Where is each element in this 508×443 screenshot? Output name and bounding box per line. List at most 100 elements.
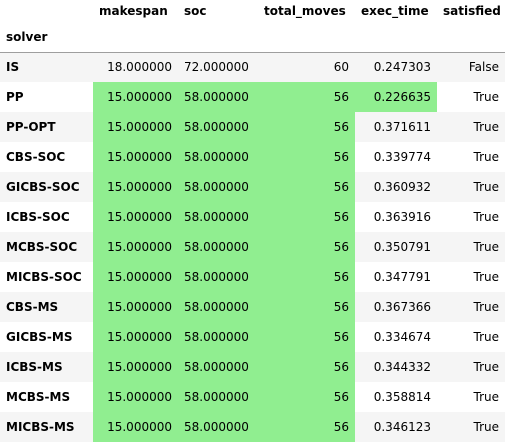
cell-makespan: 15.000000 — [93, 172, 178, 202]
cell-makespan: 15.000000 — [93, 112, 178, 142]
column-header-satisfied: satisfied — [443, 4, 501, 18]
cell-soc: 58.000000 — [178, 112, 258, 142]
cell-exec-time: 0.358814 — [373, 390, 431, 404]
cell-exec-time: 0.334674 — [373, 330, 431, 344]
index-name-header: solver — [0, 22, 93, 53]
row-index-solver: CBS-SOC — [6, 150, 66, 164]
row-index-solver: MICBS-SOC — [6, 270, 82, 284]
cell-satisfied: True — [473, 270, 500, 284]
cell-makespan: 15.000000 — [93, 82, 178, 112]
cell-makespan: 15.000000 — [93, 262, 178, 292]
cell-total-moves: 56 — [258, 232, 355, 262]
cell-exec-time: 0.347791 — [373, 270, 431, 284]
row-index-solver: GICBS-MS — [6, 330, 73, 344]
column-header-soc: soc — [184, 4, 207, 18]
cell-total-moves: 56 — [258, 322, 355, 352]
row-index-solver: CBS-MS — [6, 300, 59, 314]
column-header-exec-time: exec_time — [361, 4, 429, 18]
cell-total-moves: 56 — [258, 112, 355, 142]
cell-satisfied: True — [473, 120, 500, 134]
cell-soc: 58.000000 — [178, 172, 258, 202]
cell-soc: 72.000000 — [184, 60, 249, 75]
cell-total-moves: 56 — [258, 172, 355, 202]
table-row: MCBS-MS 15.000000 58.000000 56 0.358814 True — [0, 382, 505, 412]
cell-soc: 58.000000 — [178, 412, 258, 442]
table-row: CBS-SOC 15.000000 58.000000 56 0.339774 True — [0, 142, 505, 172]
row-index-solver: IS — [6, 60, 20, 75]
cell-makespan: 15.000000 — [93, 232, 178, 262]
cell-soc: 58.000000 — [178, 262, 258, 292]
cell-exec-time: 0.350791 — [373, 240, 431, 254]
cell-soc: 58.000000 — [178, 142, 258, 172]
table-row: MCBS-SOC 15.000000 58.000000 56 0.350791 True — [0, 232, 505, 262]
table-row: IS 18.000000 72.000000 60 0.247303 False — [0, 52, 505, 82]
cell-satisfied: True — [473, 240, 500, 254]
table-row: GICBS-SOC 15.000000 58.000000 56 0.360932 Tru… — [0, 172, 505, 202]
cell-makespan: 15.000000 — [93, 412, 178, 442]
cell-exec-time: 0.226635 — [355, 82, 437, 112]
table-row: CBS-MS 15.000000 58.000000 56 0.367366 True — [0, 292, 505, 322]
cell-makespan: 15.000000 — [93, 352, 178, 382]
cell-total-moves: 56 — [258, 142, 355, 172]
cell-exec-time: 0.346123 — [373, 420, 431, 434]
cell-makespan: 15.000000 — [93, 382, 178, 412]
cell-satisfied: True — [473, 420, 500, 434]
row-index-solver: MCBS-MS — [6, 390, 71, 404]
cell-exec-time: 0.371611 — [373, 120, 431, 134]
row-index-solver: MCBS-SOC — [6, 240, 78, 254]
row-index-solver: ICBS-MS — [6, 360, 63, 374]
cell-soc: 58.000000 — [178, 292, 258, 322]
cell-exec-time: 0.339774 — [373, 150, 431, 164]
cell-makespan: 15.000000 — [93, 142, 178, 172]
cell-soc: 58.000000 — [178, 82, 258, 112]
cell-satisfied: True — [473, 300, 500, 314]
cell-soc: 58.000000 — [178, 352, 258, 382]
cell-satisfied: True — [473, 150, 500, 164]
table-row: ICBS-SOC 15.000000 58.000000 56 0.363916 True — [0, 202, 505, 232]
cell-exec-time: 0.360932 — [373, 180, 431, 194]
table-row: PP-OPT 15.000000 58.000000 56 0.371611 True — [0, 112, 505, 142]
cell-makespan: 15.000000 — [93, 202, 178, 232]
cell-soc: 58.000000 — [178, 202, 258, 232]
cell-makespan: 18.000000 — [107, 60, 172, 75]
row-index-solver: PP — [6, 90, 24, 104]
cell-soc: 58.000000 — [178, 382, 258, 412]
table-row: ICBS-MS 15.000000 58.000000 56 0.344332 True — [0, 352, 505, 382]
column-header-makespan: makespan — [99, 4, 168, 18]
cell-makespan: 15.000000 — [93, 292, 178, 322]
cell-soc: 58.000000 — [178, 232, 258, 262]
cell-total-moves: 56 — [258, 262, 355, 292]
cell-total-moves: 56 — [258, 292, 355, 322]
row-index-solver: ICBS-SOC — [6, 210, 70, 224]
column-header-total-moves: total_moves — [264, 4, 346, 18]
row-index-solver: MICBS-MS — [6, 420, 75, 434]
cell-total-moves: 56 — [258, 382, 355, 412]
cell-satisfied: True — [473, 210, 500, 224]
cell-total-moves: 56 — [258, 82, 355, 112]
cell-exec-time: 0.367366 — [373, 300, 431, 314]
table-header: makespan soc total_moves exec_time satis… — [0, 0, 505, 53]
cell-exec-time: 0.363916 — [373, 210, 431, 224]
column-header-row: makespan soc total_moves exec_time satis… — [0, 0, 505, 22]
cell-satisfied: True — [473, 330, 500, 344]
cell-exec-time: 0.247303 — [373, 60, 431, 75]
cell-total-moves: 56 — [258, 412, 355, 442]
cell-satisfied: True — [473, 90, 500, 104]
cell-makespan: 15.000000 — [93, 322, 178, 352]
cell-satisfied: True — [473, 390, 500, 404]
index-name-row: solver — [0, 22, 505, 53]
table-row: PP 15.000000 58.000000 56 0.226635 True — [0, 82, 505, 112]
cell-satisfied: False — [468, 60, 499, 75]
row-index-solver: PP-OPT — [6, 120, 56, 134]
cell-total-moves: 56 — [258, 352, 355, 382]
cell-satisfied: True — [473, 360, 500, 374]
cell-soc: 58.000000 — [178, 322, 258, 352]
table-row: MICBS-SOC 15.000000 58.000000 56 0.347791 Tru… — [0, 262, 505, 292]
cell-total-moves: 56 — [258, 202, 355, 232]
cell-satisfied: True — [473, 180, 500, 194]
cell-exec-time: 0.344332 — [373, 360, 431, 374]
row-index-solver: GICBS-SOC — [6, 180, 80, 194]
table-row: MICBS-MS 15.000000 58.000000 56 0.346123 True — [0, 412, 505, 442]
cell-total-moves: 60 — [333, 60, 349, 75]
